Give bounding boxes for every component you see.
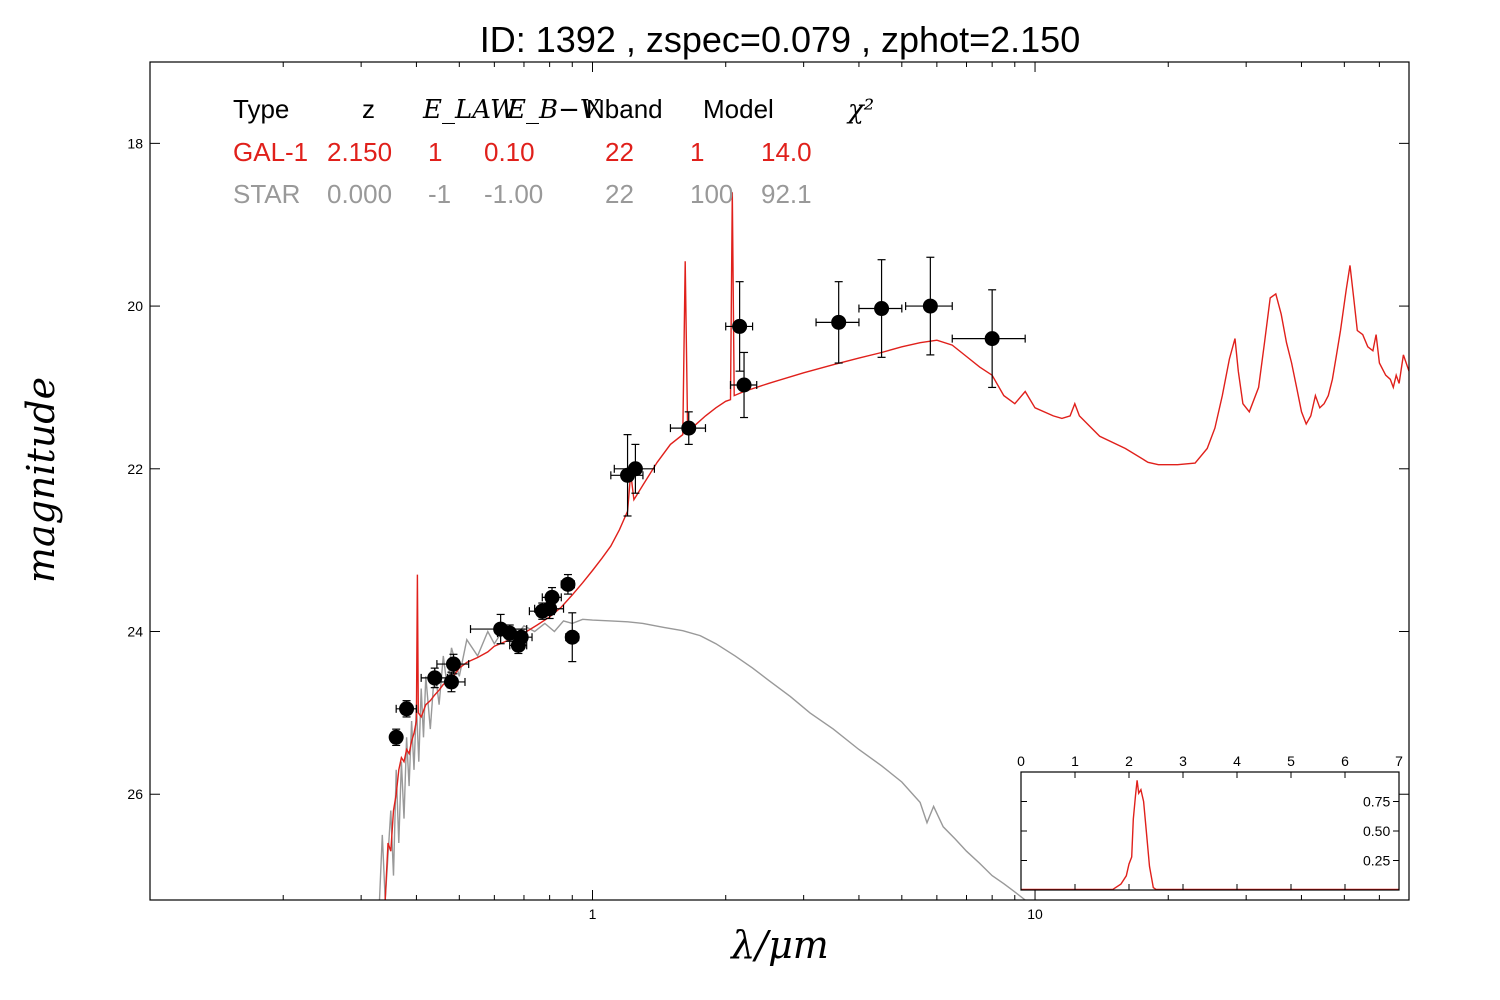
table-header-ebv: E_B−V bbox=[506, 95, 601, 125]
table-header-elaw: E_LAW bbox=[422, 95, 519, 125]
inset-y-tick-label: 0.75 bbox=[1363, 794, 1390, 810]
photometry-marker bbox=[544, 589, 560, 605]
photometry-marker bbox=[681, 420, 697, 436]
photometry-marker bbox=[560, 576, 576, 592]
table-cell-star: STAR bbox=[233, 179, 300, 209]
photometry-point bbox=[858, 259, 903, 358]
photometry-marker bbox=[564, 629, 580, 645]
table-header-nband: Nband bbox=[586, 94, 663, 124]
table-cell-star: 22 bbox=[605, 179, 634, 209]
table-header-model: Model bbox=[703, 94, 774, 124]
pdf-curve bbox=[1021, 780, 1399, 890]
photometry-point bbox=[613, 443, 656, 494]
photometry-point bbox=[509, 628, 533, 646]
photometry-marker bbox=[443, 674, 459, 690]
photometry-marker bbox=[984, 331, 1000, 347]
table-cell-galaxy: 1 bbox=[690, 137, 704, 167]
table-cell-star: 0.000 bbox=[327, 179, 392, 209]
photometry-marker bbox=[542, 601, 558, 617]
table-cell-star: -1 bbox=[428, 179, 451, 209]
inset-x-tick-label: 3 bbox=[1179, 753, 1187, 769]
chart-title: ID: 1392 , zspec=0.079 , zphot=2.150 bbox=[480, 19, 1080, 60]
y-tick-label: 26 bbox=[127, 786, 143, 802]
photometry-layer bbox=[388, 256, 1026, 747]
inset-x-tick-label: 1 bbox=[1071, 753, 1079, 769]
photometry-point bbox=[436, 653, 470, 675]
photometry-point bbox=[541, 586, 562, 608]
photometry-point bbox=[395, 700, 418, 718]
photometry-point bbox=[669, 411, 707, 445]
inset-curve-layer bbox=[1021, 780, 1399, 890]
inset-x-tick-label: 5 bbox=[1287, 753, 1295, 769]
photometry-point bbox=[725, 281, 754, 372]
photometry-marker bbox=[627, 461, 643, 477]
photometry-point bbox=[564, 612, 580, 663]
photometry-marker bbox=[732, 318, 748, 334]
photometry-point bbox=[815, 281, 860, 364]
inset-ticks: 0 1 2 3 4 5 6 7 0.25 0.50 0.75 bbox=[1017, 753, 1403, 890]
table-cell-galaxy: 1 bbox=[428, 137, 442, 167]
photometry-marker bbox=[922, 298, 938, 314]
y-axis-label: magnitude bbox=[19, 377, 63, 583]
photometry-point bbox=[560, 573, 576, 595]
y-tick-label: 20 bbox=[127, 298, 143, 314]
photometry-point bbox=[436, 671, 466, 693]
fit-table: Type z E_LAW E_B−V Nband Model χ² GAL-1 2… bbox=[233, 94, 874, 209]
photometry-marker bbox=[388, 729, 404, 745]
inset-y-tick-label: 0.25 bbox=[1363, 853, 1390, 869]
inset-x-tick-label: 6 bbox=[1341, 753, 1349, 769]
photometry-point bbox=[388, 728, 404, 747]
inset-x-tick-label: 4 bbox=[1233, 753, 1241, 769]
plot-frame bbox=[149, 61, 1410, 901]
table-cell-galaxy: 2.150 bbox=[327, 137, 392, 167]
photometry-point bbox=[729, 351, 758, 419]
photometry-marker bbox=[831, 314, 847, 330]
photometry-point bbox=[951, 289, 1026, 389]
redshift-pdf-inset: 0 1 2 3 4 5 6 7 0.25 0.50 0.75 bbox=[1017, 753, 1403, 891]
photometry-marker bbox=[513, 629, 529, 645]
table-header-chi2: χ² bbox=[846, 95, 874, 125]
table-cell-galaxy: 0.10 bbox=[484, 137, 535, 167]
inset-x-tick-label: 2 bbox=[1125, 753, 1133, 769]
table-rows: GAL-1 2.150 1 0.10 22 1 14.0 STAR 0.000 -1 -1.00 22… bbox=[233, 137, 812, 209]
y-tick-label: 24 bbox=[127, 624, 143, 640]
table-header-z: z bbox=[362, 94, 375, 124]
table-cell-star: -1.00 bbox=[484, 179, 543, 209]
inset-background bbox=[1021, 772, 1399, 890]
x-axis-label: λ/μm bbox=[729, 923, 829, 967]
inset-x-tick-label: 0 bbox=[1017, 753, 1025, 769]
table-header-type: Type bbox=[233, 94, 289, 124]
table-cell-galaxy: GAL-1 bbox=[233, 137, 308, 167]
y-tick-label: 22 bbox=[127, 461, 143, 477]
star-model-line bbox=[378, 618, 1026, 900]
table-cell-galaxy: 14.0 bbox=[761, 137, 812, 167]
photometry-point bbox=[905, 256, 953, 356]
star-model-layer bbox=[378, 618, 1026, 900]
table-cell-galaxy: 22 bbox=[605, 137, 634, 167]
x-tick-label: 1 bbox=[589, 906, 597, 922]
photometry-marker bbox=[399, 701, 415, 717]
table-cell-star: 92.1 bbox=[761, 179, 812, 209]
photometry-marker bbox=[427, 670, 443, 686]
inset-y-tick-label: 0.50 bbox=[1363, 823, 1390, 839]
inset-x-tick-label: 7 bbox=[1395, 753, 1403, 769]
photometry-marker bbox=[736, 377, 752, 393]
y-tick-label: 18 bbox=[127, 135, 143, 151]
table-cell-star: 100 bbox=[690, 179, 733, 209]
x-ticks: 1 10 bbox=[149, 62, 1410, 922]
photometry-marker bbox=[445, 656, 461, 672]
photometry-marker bbox=[874, 301, 890, 317]
x-tick-label: 10 bbox=[1027, 906, 1043, 922]
